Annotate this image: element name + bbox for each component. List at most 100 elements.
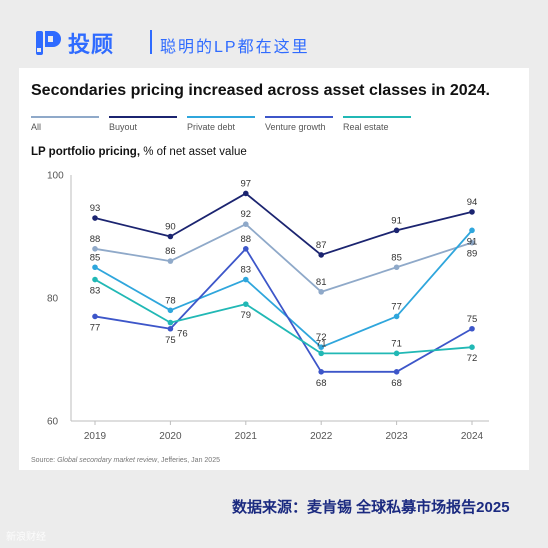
- data-point: [243, 301, 249, 307]
- data-point: [469, 344, 475, 351]
- data-point: [167, 233, 174, 240]
- data-point: [469, 209, 475, 215]
- legend-swatch: [187, 116, 255, 118]
- chart-legend: All Buyout Private debt Venture growth Real …: [31, 116, 521, 140]
- x-tick-label: 2019: [84, 431, 107, 442]
- data-point: [393, 350, 400, 357]
- source-prefix: Source:: [31, 457, 58, 464]
- data-point: [92, 264, 98, 271]
- data-label: 72: [316, 332, 327, 343]
- legend-item: Real estate: [343, 116, 415, 140]
- subtitle-bold: LP portfolio pricing,: [31, 146, 141, 158]
- series-line: [94, 223, 473, 293]
- series-line: [94, 278, 473, 355]
- legend-label: Real estate: [343, 122, 389, 132]
- data-point: [243, 246, 249, 252]
- series-line: [94, 192, 473, 256]
- brand-name: 投顾: [68, 32, 115, 57]
- legend-label: Venture growth: [265, 122, 326, 132]
- x-tick-label: 2020: [159, 431, 182, 442]
- data-label: 75: [165, 335, 176, 346]
- legend-swatch: [343, 116, 411, 118]
- data-point: [469, 239, 475, 246]
- legend-label: Private debt: [187, 122, 236, 132]
- data-label: 90: [165, 222, 176, 233]
- x-tick-label: 2023: [385, 431, 408, 442]
- data-point: [92, 313, 98, 320]
- data-point: [243, 276, 249, 283]
- series-line: [94, 247, 473, 373]
- data-label: 77: [90, 322, 101, 333]
- data-label: 72: [467, 353, 478, 364]
- data-point: [243, 221, 249, 227]
- header-divider: [150, 30, 152, 54]
- data-label: 94: [467, 197, 478, 208]
- data-label: 88: [241, 234, 252, 245]
- data-point: [469, 325, 475, 332]
- chart-source: Source: Global secondary market review, …: [31, 457, 220, 464]
- data-point: [92, 215, 98, 221]
- data-point: [393, 227, 400, 234]
- data-point: [318, 344, 325, 351]
- data-label: 91: [467, 236, 478, 247]
- data-point: [167, 319, 174, 326]
- data-label: 76: [177, 329, 188, 340]
- series-line: [94, 229, 473, 349]
- legend-swatch: [265, 116, 333, 118]
- data-point: [167, 258, 174, 264]
- data-point: [469, 227, 475, 234]
- data-point: [167, 325, 174, 332]
- legend-item: Venture growth: [265, 116, 337, 140]
- data-point: [243, 190, 249, 197]
- data-point: [167, 307, 174, 314]
- data-label: 78: [165, 295, 176, 306]
- chart-title: Secondaries pricing increased across ass…: [31, 82, 490, 99]
- header: 投顾 聪明的LP都在这里: [0, 0, 548, 68]
- x-tick-label: 2024: [461, 431, 484, 442]
- legend-swatch: [109, 116, 177, 118]
- data-point: [393, 313, 400, 320]
- data-label: 97: [241, 178, 252, 189]
- data-label: 86: [165, 246, 176, 257]
- y-tick-label: 100: [47, 171, 64, 182]
- x-tick-label: 2022: [310, 431, 333, 442]
- data-label: 81: [316, 277, 327, 288]
- subtitle-rest: % of net asset value: [140, 146, 247, 158]
- y-tick-label: 60: [47, 417, 59, 428]
- data-label: 92: [241, 209, 252, 220]
- data-label: 68: [316, 378, 327, 389]
- data-label: 85: [391, 252, 402, 263]
- legend-item: Private debt: [187, 116, 259, 140]
- line-chart: 60 80 100 2019 2020 2021 2022 2023 2024 88 86 92 81 8…: [47, 171, 489, 442]
- data-label: 71: [391, 338, 402, 349]
- lp-logo-icon: [34, 28, 64, 58]
- source-suffix: , Jefferies, Jan 2025: [157, 457, 220, 464]
- legend-label: All: [31, 122, 42, 132]
- data-label: 93: [90, 203, 101, 214]
- legend-item: All: [31, 116, 103, 140]
- data-label: 83: [90, 286, 101, 297]
- data-point: [318, 252, 325, 258]
- data-label: 75: [467, 314, 478, 325]
- data-label: 83: [241, 265, 252, 276]
- chart-subtitle: LP portfolio pricing, % of net asset val…: [31, 146, 247, 158]
- data-label: 89: [467, 249, 478, 260]
- data-label: 68: [391, 378, 402, 389]
- y-tick-label: 80: [47, 294, 59, 305]
- chart-card: Secondaries pricing increased across ass…: [19, 68, 529, 470]
- data-label: 79: [241, 310, 252, 321]
- legend-item: Buyout: [109, 116, 181, 140]
- data-label: 87: [316, 240, 327, 251]
- data-label: 85: [90, 252, 101, 263]
- data-label: 77: [391, 301, 402, 312]
- data-label: 91: [391, 215, 402, 226]
- data-point: [92, 246, 98, 252]
- brand-slogan: 聪明的LP都在这里: [160, 39, 310, 56]
- data-point: [393, 369, 400, 375]
- data-point: [318, 289, 325, 295]
- data-point: [393, 264, 400, 271]
- legend-label: Buyout: [109, 122, 138, 132]
- legend-swatch: [31, 116, 99, 118]
- x-tick-label: 2021: [235, 431, 258, 442]
- data-label: 71: [316, 338, 327, 349]
